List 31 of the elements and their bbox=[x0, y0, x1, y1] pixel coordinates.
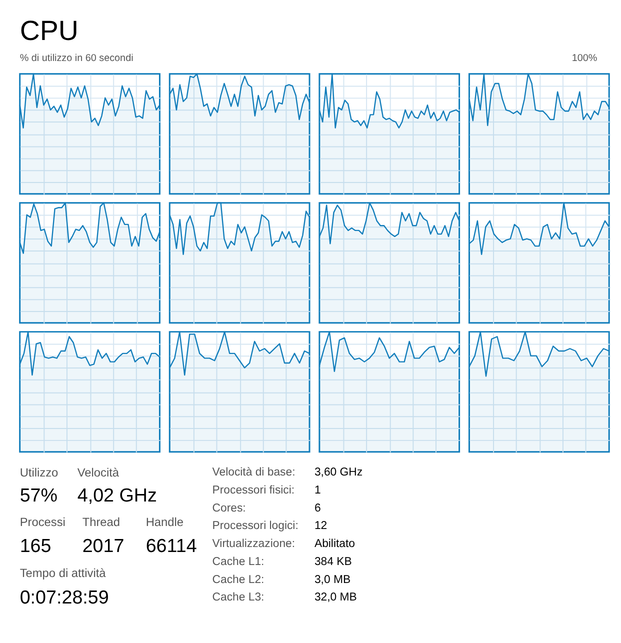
text: 0:07:28:59 bbox=[20, 586, 109, 608]
text: 32,0 MB bbox=[314, 592, 357, 604]
text: % di utilizzo in 60 secondi bbox=[20, 52, 134, 64]
text: Cores: bbox=[212, 502, 246, 514]
text: 100% bbox=[572, 52, 598, 64]
text: 6 bbox=[314, 502, 321, 514]
text: Processori fisici: bbox=[212, 484, 295, 497]
text: 165 bbox=[20, 535, 52, 556]
text: Abilitato bbox=[314, 538, 355, 550]
text: Cache L2: bbox=[212, 574, 264, 586]
text: 3,0 MB bbox=[314, 574, 351, 586]
text: 3,60 GHz bbox=[314, 466, 363, 479]
text: Processi bbox=[20, 515, 66, 530]
text: Virtualizzazione: bbox=[212, 538, 296, 550]
text: CPU bbox=[20, 15, 78, 46]
text: 66114 bbox=[146, 535, 197, 556]
text: Processori logici: bbox=[212, 520, 298, 532]
text: 2017 bbox=[82, 535, 124, 556]
text: 57% bbox=[20, 484, 58, 506]
text: 384 KB bbox=[314, 556, 352, 568]
text: Cache L1: bbox=[212, 556, 264, 568]
text: Thread bbox=[82, 515, 120, 530]
text: Tempo di attività bbox=[20, 566, 106, 580]
text: Velocità di base: bbox=[212, 466, 296, 479]
text: 1 bbox=[314, 484, 321, 497]
text: Velocità bbox=[77, 466, 120, 480]
text: Handle bbox=[146, 515, 184, 530]
text: 4,02 GHz bbox=[77, 484, 157, 506]
text: Utilizzo bbox=[20, 466, 59, 480]
text: 12 bbox=[314, 520, 328, 532]
text: Cache L3: bbox=[212, 592, 264, 604]
